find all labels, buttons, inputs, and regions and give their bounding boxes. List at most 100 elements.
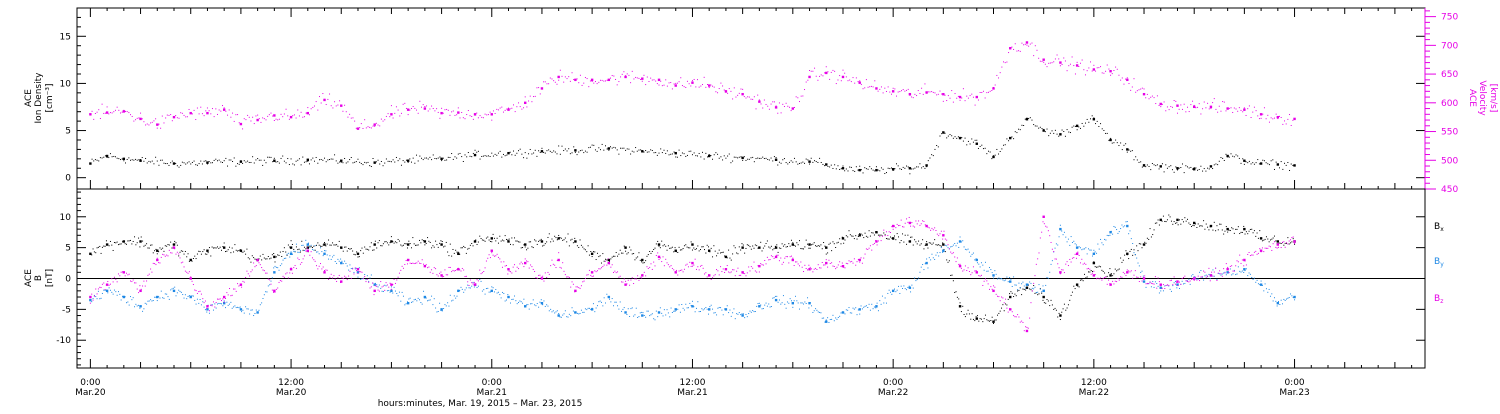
series-Bx-sample-284 <box>469 244 471 246</box>
top-series-magenta-sample-22 <box>126 111 128 113</box>
top-series-black-sample-515 <box>951 135 953 137</box>
series-Bx-sample-633 <box>936 244 938 246</box>
series-Bx-sample-553 <box>829 242 831 244</box>
series-Bz-sample-131 <box>265 272 267 274</box>
top-series-magenta-sample-150 <box>340 105 342 107</box>
series-By-sample-795 <box>1153 286 1155 288</box>
top-series-black-sample-333 <box>646 151 648 153</box>
top-series-black-sample-119 <box>288 164 290 166</box>
top-series-black-sample-295 <box>583 152 585 154</box>
series-By-sample-324 <box>523 298 525 300</box>
series-Bz-sample-134 <box>269 279 271 281</box>
top-panel-frame <box>76 7 1426 190</box>
top-series-black-sample-419 <box>790 160 792 162</box>
series-By-sample-317 <box>514 295 516 297</box>
series-Bz-sample-235 <box>404 263 406 265</box>
series-Bz-sample-585 <box>872 244 874 246</box>
series-Bz-sample-485 <box>738 274 740 276</box>
top-series-magenta-sample-48 <box>170 114 172 116</box>
series-Bx-point-56 <box>1025 286 1029 289</box>
top-series-black-sample-480 <box>892 169 894 171</box>
series-By-sample-248 <box>421 303 423 305</box>
top-series-magenta-sample-315 <box>616 84 618 86</box>
series-By-sample-187 <box>340 258 342 260</box>
top-series-magenta-sample-68 <box>203 115 205 117</box>
top-series-black-sample-249 <box>506 154 508 156</box>
series-By-sample-796 <box>1154 281 1156 283</box>
top-series-magenta-sample-572 <box>1046 66 1048 68</box>
series-By-sample-410 <box>638 316 640 318</box>
series-By-sample-491 <box>746 316 748 318</box>
series-By-sample-440 <box>678 304 680 306</box>
series-Bz-sample-99 <box>222 298 224 300</box>
series-By-sample-153 <box>294 250 296 252</box>
top-series-black-sample-244 <box>497 152 499 154</box>
series-Bz-sample-150 <box>290 267 292 269</box>
top-series-magenta-point-25 <box>507 108 510 111</box>
series-By-sample-637 <box>942 251 944 253</box>
top-series-black-sample-53 <box>178 166 180 168</box>
top-series-black-sample-461 <box>860 169 862 171</box>
series-By-sample-597 <box>888 289 890 291</box>
top-series-magenta-sample-611 <box>1111 73 1113 75</box>
top-series-magenta-sample-533 <box>981 92 983 94</box>
top-series-magenta-sample-433 <box>814 67 816 69</box>
series-Bz-sample-515 <box>778 260 780 262</box>
top-series-magenta-sample-507 <box>937 93 939 95</box>
top-series-black-sample-308 <box>605 145 606 147</box>
series-By-sample-701 <box>1027 283 1029 285</box>
top-series-magenta-sample-607 <box>1105 70 1107 72</box>
top-series-black-sample-616 <box>1120 142 1122 144</box>
series-Bz-point-25 <box>507 268 510 271</box>
series-Bz-sample-412 <box>641 277 643 279</box>
series-Bx-sample-505 <box>765 242 767 244</box>
series-Bx-sample-863 <box>1244 233 1246 235</box>
top-series-black-sample-485 <box>901 168 903 170</box>
top-series-magenta-sample-101 <box>258 118 260 120</box>
top-series-black-sample-80 <box>223 160 225 162</box>
series-By-sample-566 <box>847 309 849 311</box>
series-Bx-sample-477 <box>728 249 730 251</box>
top-series-black-sample-234 <box>481 155 483 157</box>
series-Bz-sample-191 <box>345 276 347 278</box>
series-Bx-sample-728 <box>1063 303 1065 305</box>
series-By-sample-610 <box>906 289 908 291</box>
top-series-black-sample-633 <box>1148 165 1150 167</box>
series-Bx-point-11 <box>273 255 276 259</box>
series-By-sample-390 <box>611 298 613 300</box>
top-series-black-sample-26 <box>133 159 135 161</box>
top-series-magenta-sample-469 <box>874 80 876 82</box>
series-Bx-sample-59 <box>168 244 170 246</box>
top-series-magenta-sample-604 <box>1100 66 1102 68</box>
series-Bx-sample-62 <box>172 243 174 245</box>
top-series-black-sample-584 <box>1066 129 1068 131</box>
series-Bx-sample-900 <box>1294 243 1296 245</box>
top-series-magenta-sample-361 <box>693 78 695 80</box>
top-series-black-sample-212 <box>444 159 446 161</box>
series-Bz-sample-744 <box>1085 263 1087 265</box>
series-By-sample-689 <box>1011 285 1013 287</box>
top-series-magenta-sample-194 <box>414 107 416 109</box>
series-By-sample-889 <box>1279 304 1281 305</box>
series-Bx-sample-869 <box>1252 232 1254 234</box>
series-Bx-sample-662 <box>975 316 977 318</box>
top-series-black-sample-643 <box>1165 164 1167 166</box>
series-Bz-sample-331 <box>532 268 534 270</box>
top-series-black-sample-366 <box>702 151 703 153</box>
top-series-magenta-sample-128 <box>303 116 305 118</box>
series-Bx-point-29 <box>574 240 577 243</box>
series-Bz-sample-873 <box>1257 252 1259 254</box>
top-series-black-sample-69 <box>205 160 207 162</box>
time-tick-label-0: 0:00 <box>80 378 100 388</box>
series-By-sample-370 <box>584 308 586 310</box>
top-series-magenta-point-44 <box>825 71 828 75</box>
series-Bz-sample-181 <box>332 277 334 279</box>
series-Bz-sample-294 <box>483 271 485 272</box>
top-series-black-sample-185 <box>399 158 401 160</box>
series-By-sample-5 <box>96 298 98 300</box>
top-series-black-point-37 <box>1042 129 1045 132</box>
series-Bz-sample-338 <box>542 275 544 277</box>
top-series-magenta-sample-71 <box>208 110 210 112</box>
series-By-point-4 <box>156 295 159 299</box>
series-Bx-sample-148 <box>287 244 289 246</box>
